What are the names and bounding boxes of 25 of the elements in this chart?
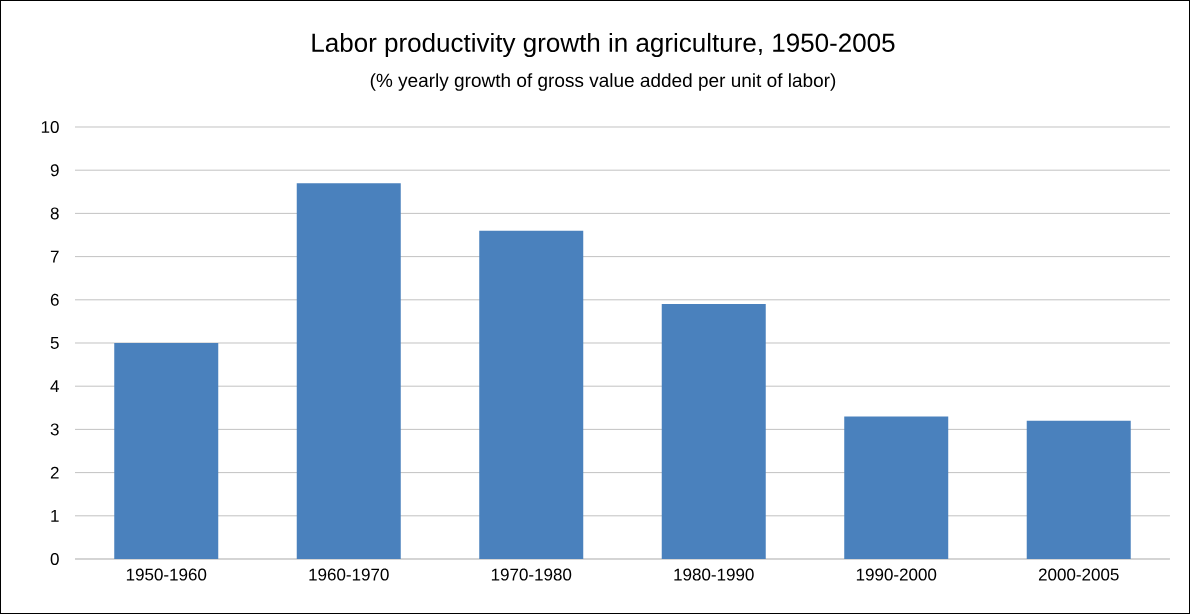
bar bbox=[844, 416, 949, 559]
bar bbox=[114, 343, 219, 559]
x-tick-label: 1980-1990 bbox=[674, 568, 754, 581]
bar bbox=[661, 304, 766, 559]
chart-title: Labor productivity growth in agriculture, 1950-2005 bbox=[312, 32, 895, 58]
y-tick-label: 0 bbox=[50, 552, 59, 566]
bar bbox=[296, 183, 401, 559]
y-tick-label: 7 bbox=[50, 250, 59, 263]
x-tick-label: 1950-1960 bbox=[126, 568, 207, 581]
y-tick-label: 9 bbox=[50, 164, 59, 177]
y-tick-label: 8 bbox=[50, 207, 59, 220]
y-tick-label: 6 bbox=[50, 293, 59, 306]
x-tick-label: 1970-1980 bbox=[491, 568, 572, 581]
x-tick-label: 2000-2005 bbox=[1038, 568, 1119, 581]
y-tick-label: 2 bbox=[50, 466, 59, 479]
y-tick-label: 5 bbox=[50, 337, 59, 349]
x-tick-label: 1960-1970 bbox=[309, 568, 389, 581]
y-tick-label: 10 bbox=[41, 120, 59, 134]
y-tick-label: 1 bbox=[51, 509, 59, 522]
x-tick-label: 1990-2000 bbox=[856, 568, 937, 581]
bar bbox=[479, 230, 584, 559]
y-tick-label: 3 bbox=[50, 423, 59, 436]
y-tick-label: 4 bbox=[50, 380, 59, 393]
chart-subtitle: (% yearly growth of gross value added per unit of labor) bbox=[370, 73, 836, 91]
bar bbox=[1026, 420, 1131, 559]
